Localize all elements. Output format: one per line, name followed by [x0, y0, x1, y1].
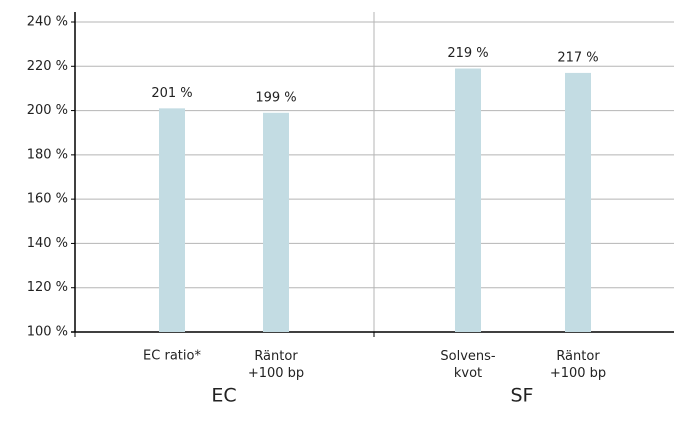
value-label: 201 % — [151, 86, 192, 101]
bar — [263, 112, 289, 333]
bar — [159, 108, 185, 332]
group-label: EC — [211, 385, 236, 407]
value-label: 217 % — [557, 50, 598, 65]
x-tick-label: Solvens-kvot — [440, 349, 496, 381]
bar — [455, 68, 481, 332]
value-label: 219 % — [447, 46, 488, 61]
x-tick-label: Räntor +100 bp — [550, 349, 606, 381]
y-tick-label: 140 % — [27, 236, 68, 251]
group-label: SF — [511, 385, 534, 407]
y-tick-label: 240 % — [27, 15, 68, 30]
y-tick-label: 220 % — [27, 59, 68, 74]
y-tick-label: 100 % — [27, 325, 68, 340]
y-tick-label: 200 % — [27, 103, 68, 118]
x-tick-label: Räntor +100 bp — [248, 349, 304, 381]
value-label: 199 % — [255, 90, 296, 105]
x-tick-label: EC ratio* — [143, 349, 201, 364]
y-tick-label: 120 % — [27, 280, 68, 295]
bar — [565, 72, 591, 332]
y-tick-label: 160 % — [27, 192, 68, 207]
y-tick-label: 180 % — [27, 147, 68, 162]
